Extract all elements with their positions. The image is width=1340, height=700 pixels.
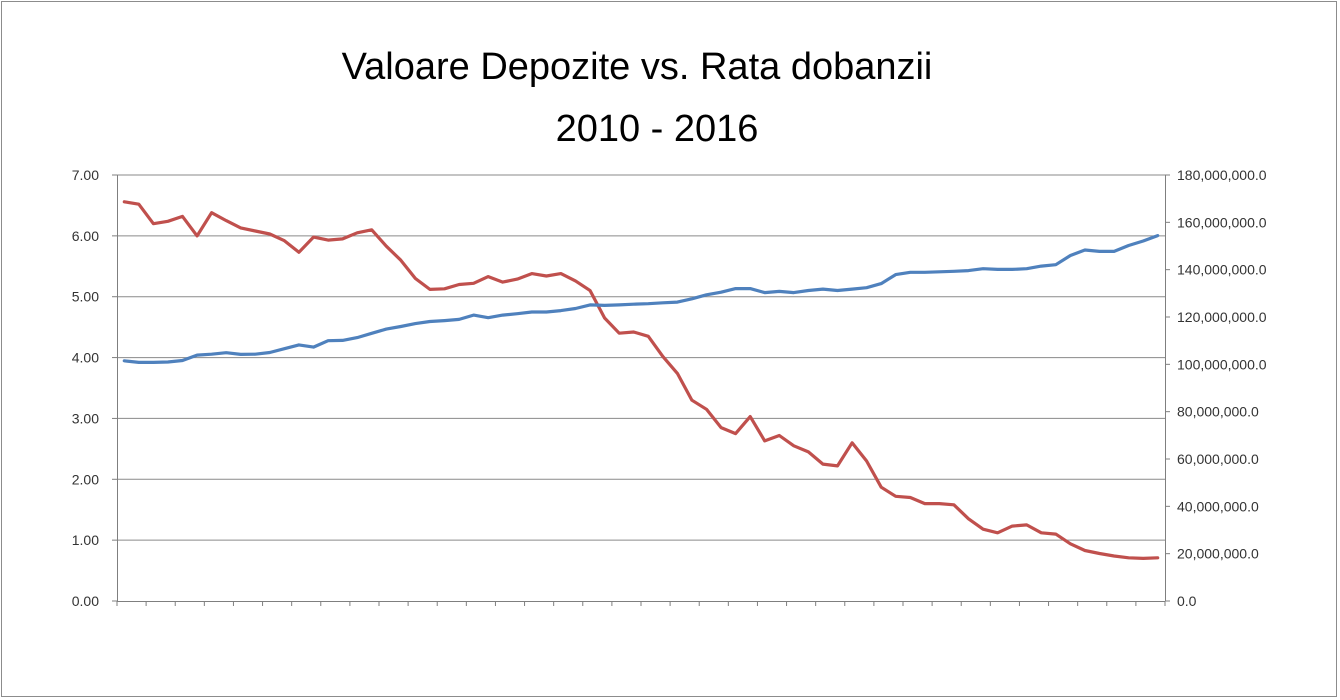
left-tick-label: 3.00 bbox=[72, 410, 99, 426]
gridlines bbox=[117, 174, 1165, 541]
right-tick-label: 140,000,000.0 bbox=[1177, 262, 1267, 278]
left-tick-label: 1.00 bbox=[72, 532, 99, 548]
right-tick-label: 40,000,000.0 bbox=[1177, 498, 1259, 514]
right-tick-label: 100,000,000.0 bbox=[1177, 356, 1267, 372]
right-tick-label: 60,000,000.0 bbox=[1177, 451, 1259, 467]
right-tick-label: 0.0 bbox=[1177, 593, 1197, 609]
left-tick-label: 5.00 bbox=[72, 289, 99, 305]
right-tick-label: 80,000,000.0 bbox=[1177, 404, 1259, 420]
right-tick-label: 20,000,000.0 bbox=[1177, 546, 1259, 562]
left-tick-label: 7.00 bbox=[72, 167, 99, 183]
left-tick-label: 4.00 bbox=[72, 350, 99, 366]
right-tick-label: 160,000,000.0 bbox=[1177, 214, 1267, 230]
left-axis-ticks: 0.00 1.00 2.00 3.00 4.00 5.00 6.00 7.00 bbox=[72, 167, 99, 609]
left-tick-label: 6.00 bbox=[72, 228, 99, 244]
right-tick-label: 120,000,000.0 bbox=[1177, 309, 1267, 325]
deposit-value-line bbox=[122, 234, 1160, 364]
left-tick-label: 0.00 bbox=[72, 593, 99, 609]
left-tick-label: 2.00 bbox=[72, 471, 99, 487]
chart-subtitle: 2010 - 2016 bbox=[555, 108, 759, 150]
series-lines bbox=[122, 200, 1160, 561]
axes bbox=[112, 174, 1170, 606]
interest-rate-line bbox=[122, 200, 1160, 561]
right-axis-ticks: 0.0 20,000,000.0 40,000,000.0 60,000,000.0 8… bbox=[1177, 167, 1267, 609]
chart-title: Valoare Depozite vs. Rata dobanzii bbox=[341, 46, 933, 88]
right-tick-label: 180,000,000.0 bbox=[1177, 167, 1267, 183]
